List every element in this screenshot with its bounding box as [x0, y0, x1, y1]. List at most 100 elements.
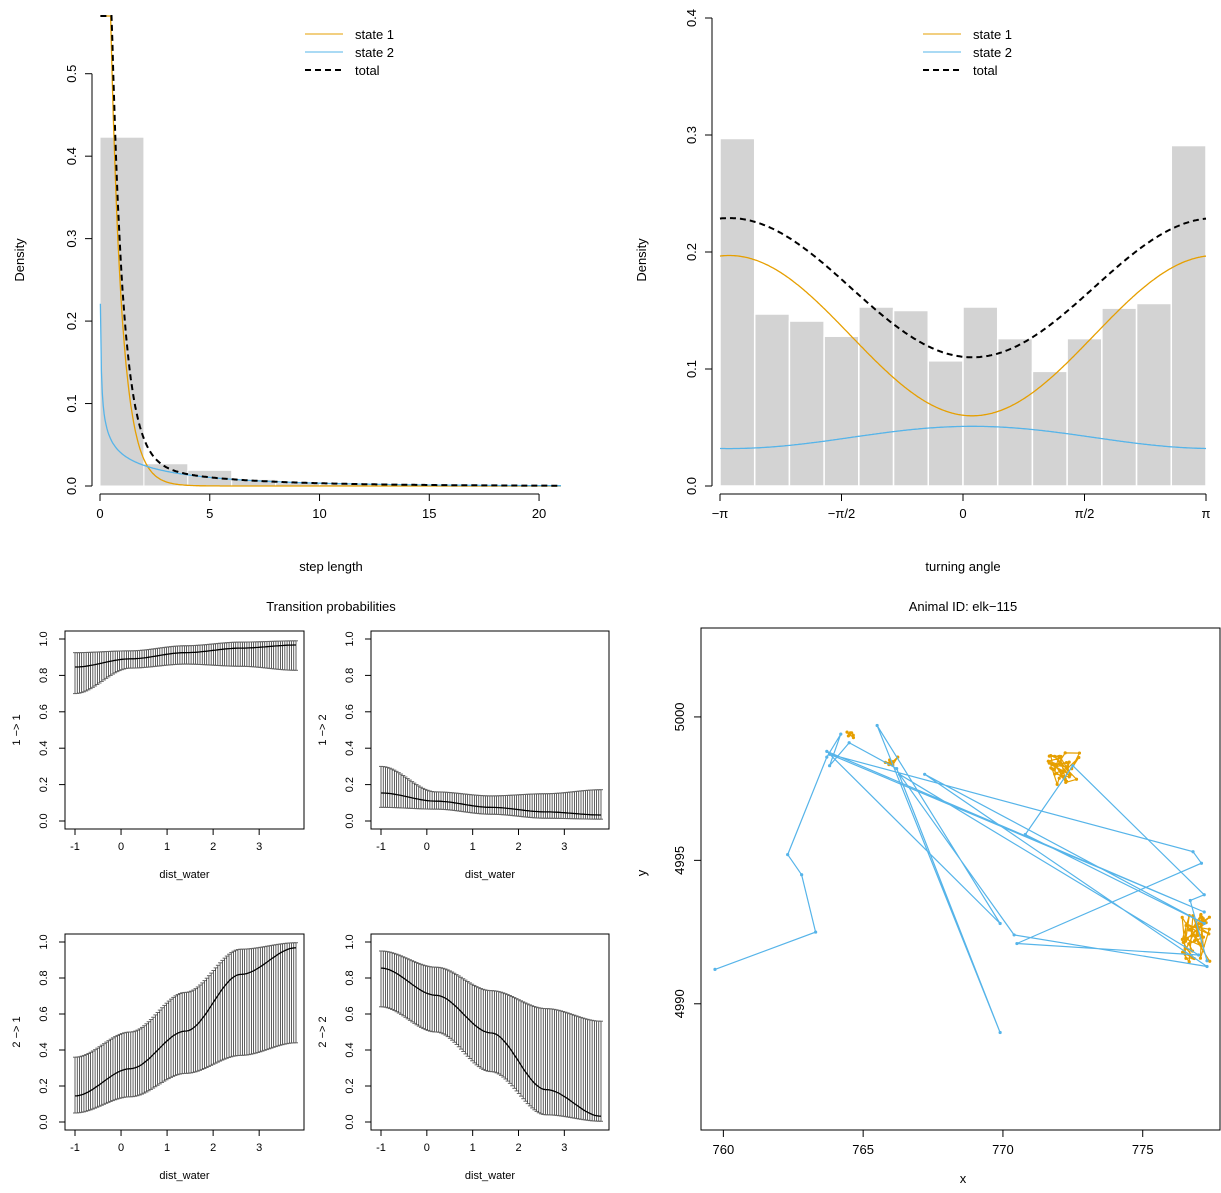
- step-y-tick-label: 0.1: [64, 395, 79, 413]
- state-2-point: [1012, 933, 1016, 937]
- state-2-point: [1202, 921, 1206, 926]
- track-y-tick-label: 5000: [672, 702, 687, 731]
- angle-y-tick-label: 0.4: [684, 9, 699, 27]
- tp-subplot-frame: [64, 933, 305, 1131]
- estimate-line: [381, 792, 601, 816]
- state-1-point: [1074, 777, 1079, 781]
- track-x-tick-label: 775: [1132, 1142, 1154, 1157]
- step-x-tick-label: 10: [312, 506, 326, 521]
- tp-y-tick-label: 0.6: [38, 1006, 50, 1021]
- state-2-point: [1205, 964, 1209, 969]
- tp-y-tick-label: 0.6: [38, 704, 50, 719]
- state-2-point: [839, 732, 843, 736]
- state-2-point: [825, 755, 829, 759]
- tp-x-tick-label: 0: [118, 841, 124, 853]
- estimate-line: [380, 967, 602, 1117]
- step-xlabel: step length: [299, 559, 363, 574]
- state-1-point: [1196, 933, 1200, 938]
- state-1-point: [1180, 915, 1184, 919]
- tp-xlabel: dist_water: [465, 1170, 515, 1182]
- state-2-point: [998, 1030, 1002, 1035]
- histogram-bar: [719, 137, 756, 487]
- state-1-point: [1191, 933, 1195, 937]
- state-1-point: [1067, 760, 1071, 764]
- state-1-point: [1061, 771, 1065, 775]
- state-1-point: [1187, 960, 1191, 964]
- step-length-panel: step length Density 0.0 0.1 0.2 0.3 0.4 0.5 0 5…: [12, 15, 561, 574]
- tp-y-tick-label: 0.8: [38, 668, 50, 683]
- state-2-point: [998, 921, 1002, 926]
- tp-y-tick-label: 0.4: [344, 1042, 356, 1057]
- tp-y-tick-label: 0.4: [38, 1042, 50, 1057]
- state-1-point: [848, 731, 852, 735]
- legend-label: state 2: [973, 45, 1012, 60]
- track-y-tick-label: 4990: [672, 989, 687, 1018]
- tp-x-tick-label: 3: [256, 1142, 262, 1154]
- tp-x-tick-label: -1: [70, 841, 80, 853]
- state-1-point: [1184, 956, 1188, 960]
- tp-x-tick-label: 3: [256, 841, 262, 853]
- step-x-tick-label: 15: [422, 506, 436, 521]
- tp-y-tick-label: 0.4: [38, 741, 50, 756]
- state-2-point: [897, 772, 902, 776]
- histogram-bar: [858, 306, 895, 487]
- state-1-point: [1046, 759, 1050, 763]
- legend-label: state 1: [355, 27, 394, 42]
- tp-y-tick-label: 0.8: [38, 970, 50, 985]
- state-1-point: [851, 736, 856, 740]
- state-1-point: [1198, 956, 1203, 960]
- state-2-point: [828, 752, 832, 756]
- state-1-point: [1064, 765, 1068, 769]
- step-x-tick-label: 5: [206, 506, 213, 521]
- track-xlabel: x: [960, 1171, 967, 1186]
- state-2-point: [1188, 898, 1192, 903]
- state-1-point: [1207, 915, 1211, 919]
- histogram-bar: [1135, 302, 1173, 487]
- histogram-bar: [753, 313, 791, 487]
- state-1-point: [1059, 754, 1063, 759]
- angle-y-tick-label: 0.3: [684, 126, 699, 144]
- tp-x-tick-label: 3: [561, 1142, 567, 1154]
- state-1-point: [851, 733, 855, 737]
- tp-x-tick-label: 2: [210, 841, 216, 853]
- tp-y-tick-label: 1.0: [38, 631, 50, 646]
- state-1-point: [1054, 764, 1058, 768]
- legend-label: state 1: [973, 27, 1012, 42]
- state-1-point: [845, 730, 849, 734]
- tp-y-tick-label: 1.0: [38, 934, 50, 949]
- step-ylabel: Density: [12, 238, 27, 282]
- tp-x-tick-label: 0: [424, 841, 430, 853]
- tp-ylabel: 1 −> 2: [317, 714, 329, 745]
- step-y-tick-label: 0.5: [64, 65, 79, 83]
- track-ylabel: y: [634, 869, 649, 876]
- state-1-curve: [719, 254, 1207, 417]
- step-y-tick-label: 0.0: [64, 477, 79, 495]
- state-1-point: [1184, 923, 1188, 928]
- track-x-tick-label: 760: [713, 1142, 735, 1157]
- tp-x-tick-label: 2: [515, 1142, 521, 1154]
- tp-subplot-frame: [370, 630, 610, 830]
- tp-y-tick-label: 1.0: [344, 934, 356, 949]
- turning-angle-panel: turning angle Density 0.0 0.1 0.2 0.3 0.4 −π −…: [634, 9, 1211, 574]
- state-2-point: [800, 873, 804, 877]
- state-1-point: [1068, 773, 1072, 777]
- angle-y-tick-label: 0.1: [684, 360, 699, 378]
- angle-x-tick-label: 0: [959, 506, 966, 521]
- state-1-point: [1192, 939, 1197, 943]
- tp-y-tick-label: 0.0: [344, 1114, 356, 1129]
- state-2-point: [847, 741, 851, 745]
- state-1-point: [1064, 761, 1069, 765]
- angle-ylabel: Density: [634, 238, 649, 282]
- state-2-point: [1202, 910, 1206, 914]
- tp-subplot: 0.0 0.2 0.4 0.6 0.8 1.0 -1 0 1 2 3 dist_water 2 −> 1: [11, 933, 305, 1182]
- state-1-point: [1063, 751, 1067, 755]
- state-2-point: [1015, 941, 1019, 946]
- state-2-point: [786, 853, 790, 857]
- tp-x-tick-label: -1: [70, 1142, 80, 1154]
- tp-y-tick-label: 0.0: [344, 813, 356, 828]
- state-1-point: [1184, 937, 1188, 941]
- tp-x-tick-label: 2: [210, 1142, 216, 1154]
- tp-y-tick-label: 0.6: [344, 704, 356, 719]
- state-2-point: [828, 764, 832, 768]
- state-2-point: [1197, 953, 1201, 957]
